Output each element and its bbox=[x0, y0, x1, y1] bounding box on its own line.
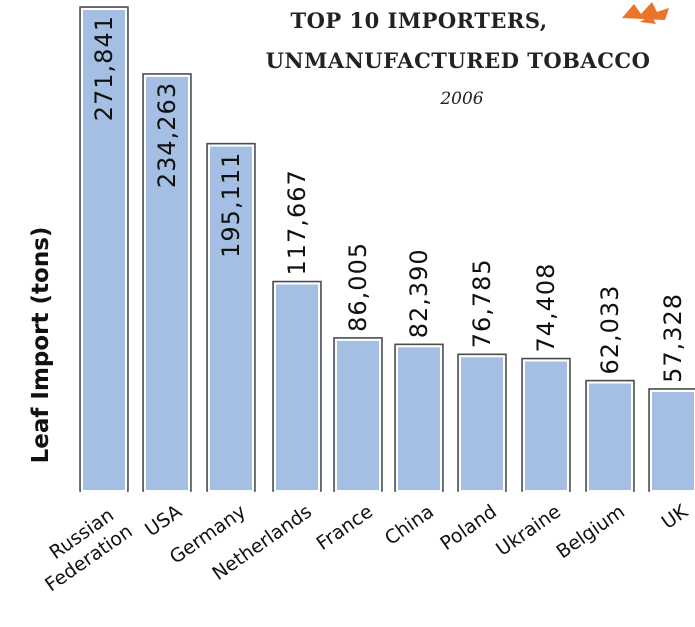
bar-highlight bbox=[523, 359, 569, 492]
category-label-line: China bbox=[381, 501, 438, 550]
category-label-line: Belgium bbox=[552, 501, 628, 564]
bar-highlight bbox=[459, 355, 505, 493]
category-label-line: Ukraine bbox=[492, 501, 565, 561]
bar-highlight bbox=[144, 74, 190, 492]
bar-value-label: 234,263 bbox=[153, 82, 181, 188]
bar bbox=[272, 280, 322, 492]
bar-value-label: 57,328 bbox=[659, 293, 687, 383]
tobacco-leaf-icon bbox=[622, 2, 669, 24]
bar-highlight bbox=[208, 144, 254, 492]
bar-value-label: 62,033 bbox=[596, 285, 624, 375]
bar bbox=[79, 6, 129, 492]
bar bbox=[457, 353, 507, 492]
bar bbox=[585, 379, 635, 492]
bar-value-label: 117,667 bbox=[283, 169, 311, 275]
bar bbox=[521, 357, 571, 492]
bar-highlight bbox=[650, 389, 695, 492]
bar-highlight bbox=[587, 381, 633, 493]
category-label: China bbox=[381, 501, 438, 550]
category-label: Poland bbox=[436, 501, 501, 555]
bars-layer bbox=[79, 6, 695, 493]
value-labels-layer: 271,841 234,263 195,111 117,667 86,005 82,390… bbox=[90, 15, 687, 383]
bar-value-label: 76,785 bbox=[468, 258, 496, 348]
bar-value-label: 195,111 bbox=[217, 152, 245, 258]
category-label-line: France bbox=[313, 501, 377, 555]
category-label: UK bbox=[658, 500, 693, 533]
bar bbox=[333, 337, 383, 492]
bar-highlight bbox=[274, 282, 320, 492]
category-label: Ukraine bbox=[492, 501, 565, 561]
chart-title-line-1: TOP 10 IMPORTERS, bbox=[290, 8, 547, 33]
bar bbox=[648, 388, 695, 492]
bar-value-label: 82,390 bbox=[405, 248, 433, 338]
category-label-line: USA bbox=[141, 501, 186, 542]
bar bbox=[142, 73, 192, 492]
category-label-line: Poland bbox=[436, 501, 501, 555]
category-label-line: UK bbox=[658, 500, 693, 533]
bar-value-label: 86,005 bbox=[344, 242, 372, 332]
y-axis-label: Leaf Import (tons) bbox=[28, 227, 54, 464]
category-label: Belgium bbox=[552, 501, 628, 564]
category-label: France bbox=[313, 501, 377, 555]
bar-highlight bbox=[335, 338, 381, 493]
bar bbox=[206, 142, 256, 492]
chart-subtitle: 2006 bbox=[439, 89, 483, 109]
category-label: USA bbox=[141, 501, 186, 542]
bar-value-label: 271,841 bbox=[90, 15, 118, 121]
bar-highlight bbox=[396, 345, 442, 492]
chart-title-line-2: UNMANUFACTURED TOBACCO bbox=[266, 48, 651, 73]
bar-value-label: 74,408 bbox=[532, 263, 560, 353]
bar-highlight bbox=[81, 8, 127, 492]
bar bbox=[394, 343, 444, 492]
